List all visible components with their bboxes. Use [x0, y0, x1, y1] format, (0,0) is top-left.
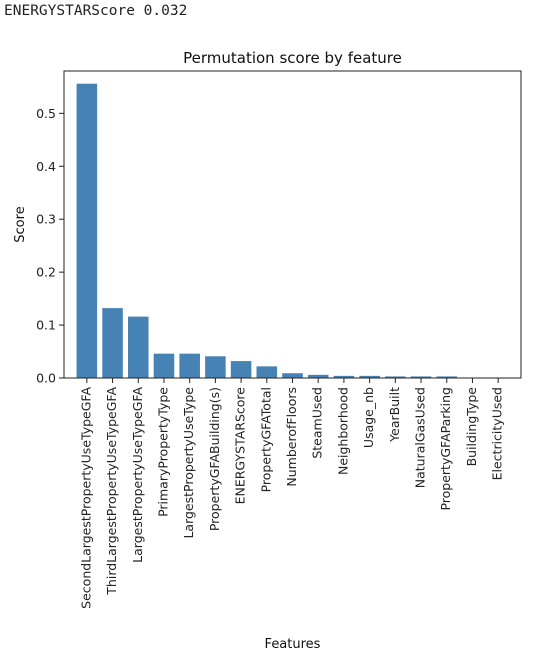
- x-tick-label: LargestPropertyUseType: [181, 387, 196, 539]
- x-ticks-group: SecondLargestPropertyUseTypeGFA ThirdLarg…: [78, 378, 504, 609]
- bar-energystarscore: [231, 361, 252, 378]
- bar-propertygfatotal: [257, 366, 278, 378]
- y-axis-label: Score: [13, 206, 28, 242]
- x-tick-label: YearBuilt: [387, 387, 402, 443]
- x-axis-label: Features: [265, 637, 321, 652]
- bars-group: [77, 84, 509, 378]
- x-tick-label: LargestPropertyUseTypeGFA: [130, 387, 145, 563]
- x-tick-label: ThirdLargestPropertyUseTypeGFA: [104, 387, 119, 596]
- y-ticks-group: 0.0 0.1 0.2 0.3 0.4 0.5: [36, 106, 64, 386]
- x-tick-label: NaturalGasUsed: [413, 387, 428, 488]
- bar-numberoffloors: [282, 373, 303, 378]
- y-tick-label: 0.4: [36, 159, 56, 174]
- y-tick-label: 0.1: [36, 318, 56, 333]
- x-tick-label: PropertyGFAParking: [438, 387, 453, 511]
- y-tick-label: 0.0: [36, 371, 56, 386]
- bar-thirdlargestpropertyusetypegfa: [102, 308, 123, 378]
- x-tick-label: ENERGYSTARScore: [233, 387, 248, 505]
- bar-primarypropertytype: [154, 354, 175, 378]
- x-tick-label: SteamUsed: [310, 387, 325, 459]
- y-tick-label: 0.5: [36, 106, 56, 121]
- x-tick-label: NumberofFloors: [284, 387, 299, 487]
- bar-largestpropertyusetype: [179, 354, 200, 378]
- bar-largestpropertyusetypegfa: [128, 317, 149, 378]
- x-tick-label: BuildingType: [464, 387, 479, 467]
- x-tick-label: Neighborhood: [335, 387, 350, 475]
- x-tick-label: ElectricityUsed: [490, 387, 505, 480]
- x-tick-label: PropertyGFABuilding(s): [207, 387, 222, 531]
- chart-title: Permutation score by feature: [183, 49, 402, 67]
- bar-secondlargestpropertyusetypegfa: [77, 84, 98, 378]
- bar-propertygfabuilding-s-: [205, 356, 226, 378]
- y-tick-label: 0.3: [36, 212, 56, 227]
- y-tick-label: 0.2: [36, 265, 56, 280]
- x-tick-label: SecondLargestPropertyUseTypeGFA: [78, 387, 93, 609]
- x-tick-label: PrimaryPropertyType: [155, 387, 170, 517]
- x-tick-label: Usage_nb: [361, 387, 376, 448]
- x-tick-label: PropertyGFATotal: [258, 387, 273, 492]
